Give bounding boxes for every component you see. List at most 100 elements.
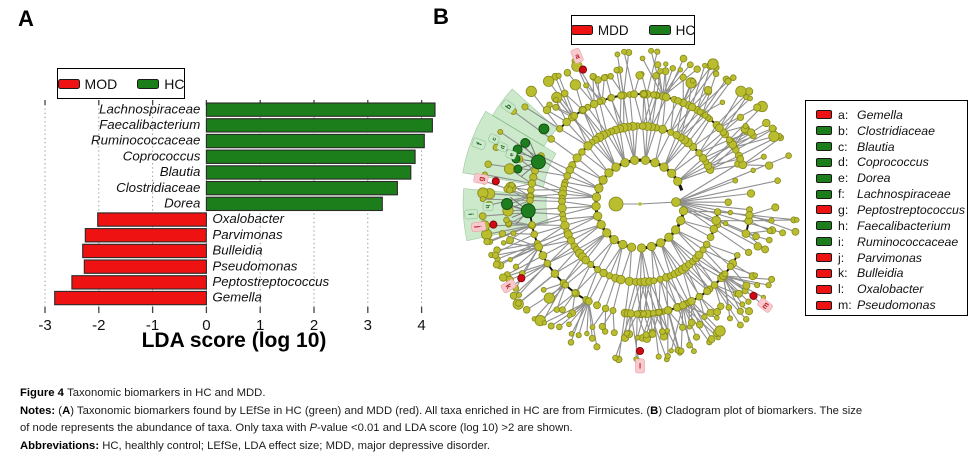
key-letter: m: bbox=[838, 298, 852, 313]
key-swatch-icon bbox=[816, 189, 832, 199]
key-taxon-name: Bulleidia bbox=[857, 266, 904, 281]
key-item: m: Pseudomonas bbox=[816, 297, 963, 313]
key-letter: d: bbox=[838, 155, 849, 170]
key-letter: h: bbox=[838, 218, 849, 233]
key-letter: i: bbox=[838, 234, 845, 249]
legend-label: HC bbox=[675, 22, 696, 38]
svg-text:Oxalobacter: Oxalobacter bbox=[212, 211, 284, 226]
svg-text:2: 2 bbox=[310, 317, 318, 334]
svg-text:Gemella: Gemella bbox=[212, 290, 262, 305]
legend-item: MOD bbox=[57, 75, 118, 92]
key-item: h: Faecalibacterium bbox=[816, 218, 963, 234]
svg-text:Bulleidia: Bulleidia bbox=[212, 243, 262, 258]
svg-text:Coprococcus: Coprococcus bbox=[123, 148, 201, 163]
panel-a-label: A bbox=[18, 6, 34, 31]
key-swatch-icon bbox=[816, 205, 832, 215]
key-letter: c: bbox=[838, 139, 848, 154]
legend-swatch-icon bbox=[648, 25, 671, 35]
key-letter: a: bbox=[838, 107, 849, 122]
svg-text:-1: -1 bbox=[146, 317, 159, 334]
caption-line: of node represents the abundance of taxa… bbox=[20, 422, 573, 434]
svg-text:l: l bbox=[639, 362, 641, 371]
svg-text:-3: -3 bbox=[38, 317, 51, 334]
key-taxon-name: Pseudomonas bbox=[857, 298, 936, 313]
svg-text:0: 0 bbox=[202, 317, 210, 334]
key-item: b: Clostridiaceae bbox=[816, 123, 963, 139]
svg-text:Faecalibacterium: Faecalibacterium bbox=[99, 117, 200, 132]
key-taxon-name: Ruminococcaceae bbox=[857, 234, 959, 249]
key-item: g: Peptostreptococcus bbox=[816, 202, 966, 218]
key-letter: f: bbox=[838, 187, 845, 202]
svg-text:m: m bbox=[760, 300, 771, 311]
key-item: k: Bulleidia bbox=[816, 265, 963, 281]
svg-text:1: 1 bbox=[256, 317, 264, 334]
key-swatch-icon bbox=[816, 142, 832, 152]
key-taxon-name: Clostridiaceae bbox=[857, 123, 935, 138]
legend-label: HC bbox=[164, 75, 185, 92]
svg-text:j: j bbox=[474, 224, 483, 228]
svg-text:3: 3 bbox=[364, 317, 372, 334]
key-item: i: Ruminococcaceae bbox=[816, 234, 963, 250]
key-item: d: Coprococcus bbox=[816, 155, 963, 171]
svg-text:LDA score (log 10): LDA score (log 10) bbox=[142, 329, 327, 352]
key-swatch-icon bbox=[816, 284, 832, 294]
svg-text:k: k bbox=[504, 282, 514, 291]
svg-text:h: h bbox=[484, 205, 490, 209]
svg-text:-2: -2 bbox=[92, 317, 105, 334]
panel-a-legend: MOD HC bbox=[57, 68, 185, 99]
key-letter: l: bbox=[838, 282, 845, 297]
key-swatch-icon bbox=[816, 126, 832, 136]
svg-text:a: a bbox=[573, 51, 581, 61]
legend-label: MOD bbox=[84, 75, 118, 92]
key-item: c: Blautia bbox=[816, 139, 963, 155]
svg-text:4: 4 bbox=[417, 317, 425, 334]
key-letter: b: bbox=[838, 123, 849, 138]
svg-text:g: g bbox=[476, 175, 486, 181]
key-swatch-icon bbox=[816, 300, 832, 310]
svg-text:d: d bbox=[500, 144, 507, 150]
svg-text:f: f bbox=[474, 141, 483, 147]
legend-item: HC bbox=[137, 76, 184, 92]
key-item: l: Oxalobacter bbox=[816, 281, 963, 297]
key-item: a: Gemella bbox=[816, 107, 963, 123]
svg-text:Ruminococcaceae: Ruminococcaceae bbox=[91, 133, 200, 148]
key-letter: e: bbox=[838, 171, 849, 186]
svg-text:e: e bbox=[509, 152, 516, 158]
key-letter: k: bbox=[838, 266, 848, 281]
svg-text:Lachnospiraceae: Lachnospiraceae bbox=[99, 101, 200, 116]
caption-line: Figure 4 Taxonomic biomarkers in HC and … bbox=[20, 387, 266, 399]
svg-text:Dorea: Dorea bbox=[164, 196, 200, 211]
key-taxon-name: Parvimonas bbox=[857, 250, 922, 265]
legend-swatch-icon bbox=[57, 78, 80, 89]
key-letter: j: bbox=[838, 250, 845, 265]
cladogram-taxa-key: a: Gemella b: Clostridiaceae c: Blautia d: Copr… bbox=[805, 100, 968, 316]
key-item: e: Dorea bbox=[816, 170, 963, 186]
svg-text:Blautia: Blautia bbox=[160, 164, 201, 179]
svg-text:i: i bbox=[467, 213, 476, 216]
key-taxon-name: Dorea bbox=[857, 171, 891, 186]
key-taxon-name: Faecalibacterium bbox=[857, 218, 951, 233]
svg-text:b: b bbox=[503, 102, 513, 111]
caption-line: Notes: (A) Taxonomic biomarkers found by… bbox=[20, 404, 863, 417]
lda-score-bar-chart: -3 -2 -1 0 1 2 3 4 LachnospiraceaeFaecalibacteri… bbox=[38, 100, 436, 352]
key-taxon-name: Oxalobacter bbox=[857, 282, 924, 297]
svg-text:Parvimonas: Parvimonas bbox=[212, 227, 283, 242]
legend-item: HC bbox=[648, 22, 696, 38]
svg-text:c: c bbox=[491, 136, 498, 142]
key-swatch-icon bbox=[816, 173, 832, 183]
key-taxon-name: Coprococcus bbox=[857, 155, 929, 170]
key-letter: g: bbox=[838, 202, 849, 217]
legend-swatch-icon bbox=[137, 78, 160, 89]
legend-item: MDD bbox=[570, 22, 629, 38]
key-swatch-icon bbox=[816, 157, 832, 167]
key-item: j: Parvimonas bbox=[816, 250, 963, 266]
panel-b-label: B bbox=[433, 4, 449, 29]
key-taxon-name: Lachnospiraceae bbox=[857, 187, 951, 202]
key-swatch-icon bbox=[816, 110, 832, 120]
legend-label: MDD bbox=[597, 22, 629, 38]
panel-b-legend: MDD HC bbox=[570, 15, 696, 45]
key-swatch-icon bbox=[816, 253, 832, 263]
svg-text:Clostridiaceae: Clostridiaceae bbox=[116, 180, 200, 195]
key-taxon-name: Peptostreptococcus bbox=[857, 202, 966, 217]
svg-text:Pseudomonas: Pseudomonas bbox=[212, 258, 297, 273]
